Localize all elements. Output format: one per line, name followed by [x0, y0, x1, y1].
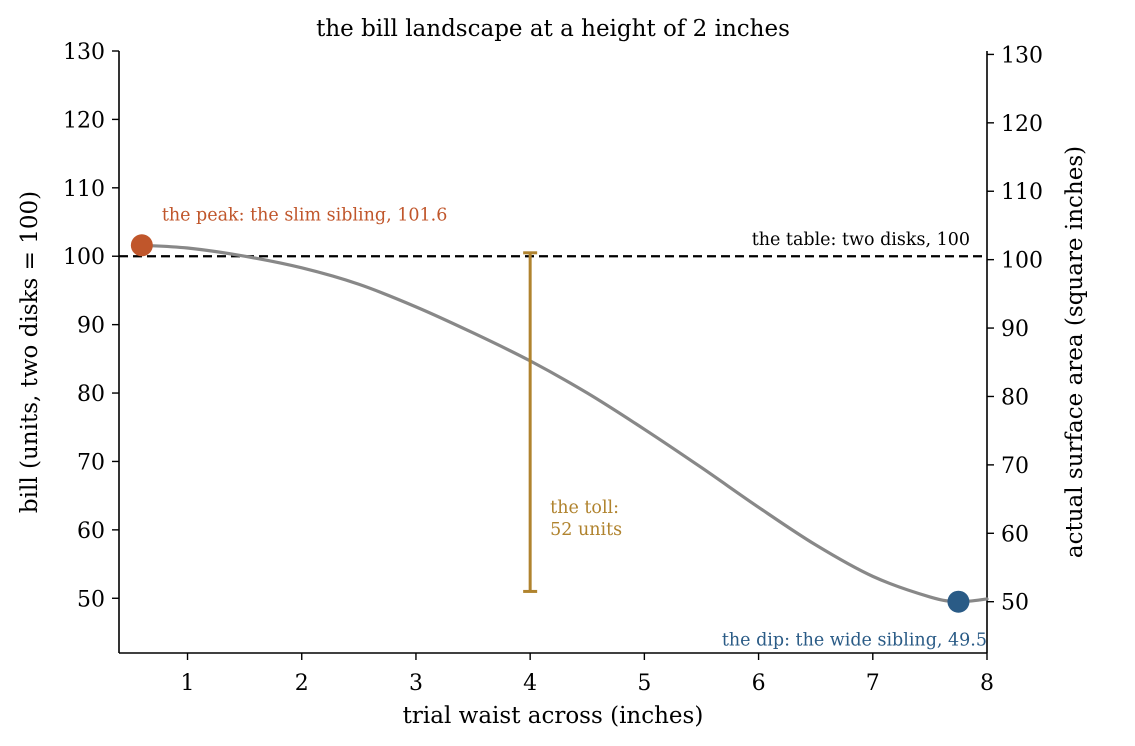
y-tick-label: 130 [63, 40, 105, 65]
y-tick-label: 60 [77, 519, 105, 544]
y-right-tick-label: 90 [1001, 317, 1029, 342]
y-right-tick-label: 120 [1001, 112, 1043, 137]
x-tick-label: 3 [409, 671, 423, 696]
y-ticks: 50 60 70 80 90 100 110 120 130 [63, 40, 119, 612]
y-tick-label: 120 [63, 108, 105, 133]
toll-label: the toll: 52 units [550, 498, 622, 540]
x-tick-label: 1 [181, 671, 195, 696]
reference-line-label: the table: two disks, 100 [752, 230, 970, 250]
y-right-tick-label: 100 [1001, 249, 1043, 274]
x-tick-label: 7 [866, 671, 880, 696]
y-tick-label: 80 [77, 382, 105, 407]
y-tick-label: 70 [77, 450, 105, 475]
plot-axes [118, 51, 988, 654]
series-layer [140, 243, 989, 604]
y-right-tick-label: 50 [1001, 591, 1029, 616]
x-tick-label: 8 [980, 671, 994, 696]
y-right-tick-label: 110 [1001, 180, 1043, 205]
x-tick-label: 5 [637, 671, 651, 696]
y-axis-label-right: actual surface area (square inches) [1062, 146, 1088, 558]
x-tick-label: 2 [295, 671, 309, 696]
y-tick-label: 100 [63, 245, 105, 270]
peak-label: the peak: the slim sibling, 101.6 [162, 205, 448, 225]
series-line [140, 243, 989, 604]
x-tick-label: 4 [523, 671, 537, 696]
y-right-tick-label: 70 [1001, 454, 1029, 479]
y-tick-label: 50 [77, 587, 105, 612]
y-right-tick-label: 130 [1001, 43, 1043, 68]
toll-label-line: 52 units [550, 520, 622, 540]
y-tick-label: 110 [63, 177, 105, 202]
y-right-tick-label: 60 [1001, 522, 1029, 547]
toll-label-line: the toll: [550, 498, 619, 518]
dip-marker [947, 590, 970, 613]
y-axis-label: bill (units, two disks = 100) [17, 191, 43, 513]
x-axis-label: trial waist across (inches) [403, 703, 704, 729]
toll-errorbar [523, 251, 538, 593]
markers [130, 234, 970, 613]
x-tick-label: 6 [752, 671, 766, 696]
y-right-tick-label: 80 [1001, 385, 1029, 410]
chart-title: the bill landscape at a height of 2 inch… [316, 16, 790, 42]
y-ticks-right: 50 60 70 80 90 100 110 120 130 [987, 43, 1043, 616]
peak-marker [130, 234, 153, 257]
x-ticks: 1 2 3 4 5 6 7 8 [181, 653, 994, 696]
y-tick-label: 90 [77, 314, 105, 339]
dip-label: the dip: the wide sibling, 49.5 [722, 631, 987, 651]
